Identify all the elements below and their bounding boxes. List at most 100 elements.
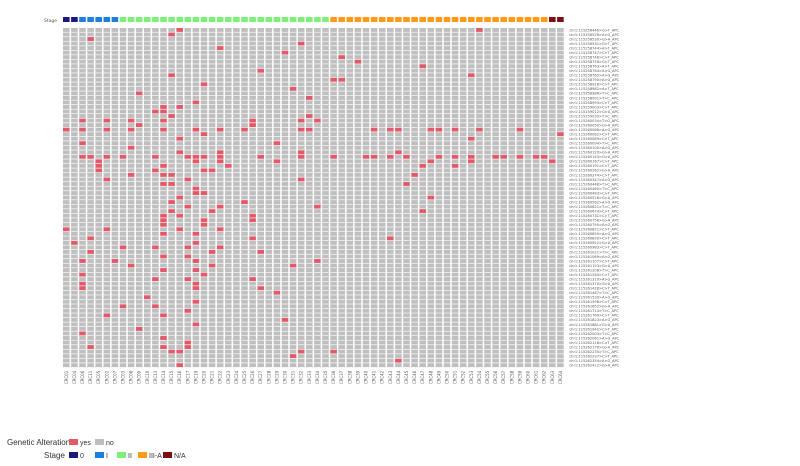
heatmap-cell — [338, 41, 345, 46]
heatmap-cell — [225, 132, 232, 137]
mutation-label: chr1:115260859>A>G_APC — [569, 232, 619, 236]
heatmap-cell — [403, 213, 410, 218]
heatmap-cell — [476, 268, 483, 272]
heatmap-cell — [241, 340, 248, 345]
heatmap-cell — [306, 313, 313, 318]
heatmap-cell — [225, 145, 232, 150]
heatmap-cell — [144, 159, 151, 164]
heatmap-cell — [184, 41, 192, 46]
heatmap-cell — [144, 218, 151, 223]
heatmap-cell — [540, 182, 548, 186]
heatmap-cell — [346, 114, 354, 118]
heatmap-cell — [330, 363, 337, 368]
heatmap-cell — [370, 68, 378, 73]
heatmap-cell — [119, 91, 127, 96]
heatmap-cell — [225, 150, 232, 155]
heatmap-cell — [176, 299, 183, 304]
heatmap-cell — [233, 141, 240, 146]
heatmap-cell — [484, 95, 491, 100]
heatmap-cell — [459, 200, 467, 205]
heatmap-cell — [144, 313, 151, 318]
heatmap-cell — [127, 268, 135, 272]
mutation-label: chr1:115260483>C>T_APC — [569, 191, 619, 195]
heatmap-cell — [103, 186, 111, 191]
heatmap-cell — [297, 308, 305, 313]
heatmap-cell — [168, 68, 175, 73]
heatmap-cell — [549, 240, 556, 245]
heatmap-cell — [354, 290, 362, 295]
heatmap-cell — [233, 222, 240, 227]
heatmap-cell — [127, 322, 135, 327]
heatmap-cell — [241, 308, 248, 313]
heatmap-cell — [524, 326, 532, 331]
heatmap-cell — [387, 286, 394, 291]
heatmap-cell — [289, 32, 297, 37]
heatmap-cell — [192, 159, 200, 164]
heatmap-cell — [160, 114, 167, 118]
heatmap-cell — [443, 123, 451, 128]
heatmap-cell — [419, 249, 426, 254]
heatmap-cell — [508, 213, 516, 218]
heatmap-cell — [273, 28, 281, 32]
heatmap-cell — [71, 82, 78, 87]
heatmap-cell — [549, 222, 556, 227]
heatmap-cell — [184, 358, 192, 363]
heatmap-cell — [500, 55, 507, 60]
heatmap-cell — [557, 145, 564, 150]
heatmap-cell — [532, 286, 540, 291]
heatmap-cell — [330, 240, 337, 245]
heatmap-cell — [354, 331, 362, 336]
heatmap-cell — [492, 336, 499, 340]
stage-cell — [378, 17, 386, 22]
heatmap-cell — [257, 82, 264, 87]
heatmap-cell — [281, 145, 289, 150]
heatmap-cell — [249, 159, 256, 164]
heatmap-cell — [216, 240, 224, 245]
heatmap-cell — [395, 209, 402, 214]
heatmap-cell — [468, 200, 475, 205]
heatmap-cell — [306, 218, 313, 223]
heatmap-cell — [111, 105, 119, 109]
heatmap-cell — [160, 118, 167, 123]
heatmap-cell — [168, 163, 175, 168]
heatmap-cell — [411, 50, 418, 55]
heatmap-cell — [435, 290, 443, 295]
heatmap-cell — [160, 182, 167, 186]
heatmap-cell — [459, 317, 467, 322]
heatmap-cell — [362, 317, 370, 322]
heatmap-cell — [273, 136, 281, 141]
heatmap-cell — [71, 290, 78, 295]
heatmap-cell — [395, 200, 402, 205]
heatmap-cell — [289, 345, 297, 349]
heatmap-cell — [378, 50, 386, 55]
heatmap-cell — [314, 249, 321, 254]
heatmap-cell — [265, 259, 273, 263]
heatmap-cell — [532, 281, 540, 286]
heatmap-cell — [71, 163, 78, 168]
heatmap-cell — [378, 268, 386, 272]
heatmap-cell — [265, 177, 273, 182]
heatmap-cell — [459, 222, 467, 227]
heatmap-cell — [225, 222, 232, 227]
heatmap-cell — [378, 37, 386, 41]
heatmap-cell — [549, 109, 556, 114]
heatmap-cell — [322, 28, 329, 32]
heatmap-cell — [281, 73, 289, 78]
heatmap-cell — [476, 28, 483, 32]
heatmap-cell — [362, 191, 370, 195]
heatmap-cell — [257, 358, 264, 363]
heatmap-cell — [549, 136, 556, 141]
heatmap-cell — [176, 177, 183, 182]
sample-label: CRC46 — [412, 370, 417, 384]
heatmap-cell — [233, 240, 240, 245]
heatmap-cell — [103, 32, 111, 37]
heatmap-cell — [306, 322, 313, 327]
heatmap-cell — [200, 272, 208, 277]
heatmap-cell — [63, 308, 70, 313]
heatmap-cell — [71, 240, 78, 245]
heatmap-cell — [95, 100, 102, 105]
heatmap-cell — [508, 46, 516, 51]
heatmap-cell — [516, 37, 524, 41]
heatmap-cell — [346, 91, 354, 96]
heatmap-cell — [144, 200, 151, 205]
